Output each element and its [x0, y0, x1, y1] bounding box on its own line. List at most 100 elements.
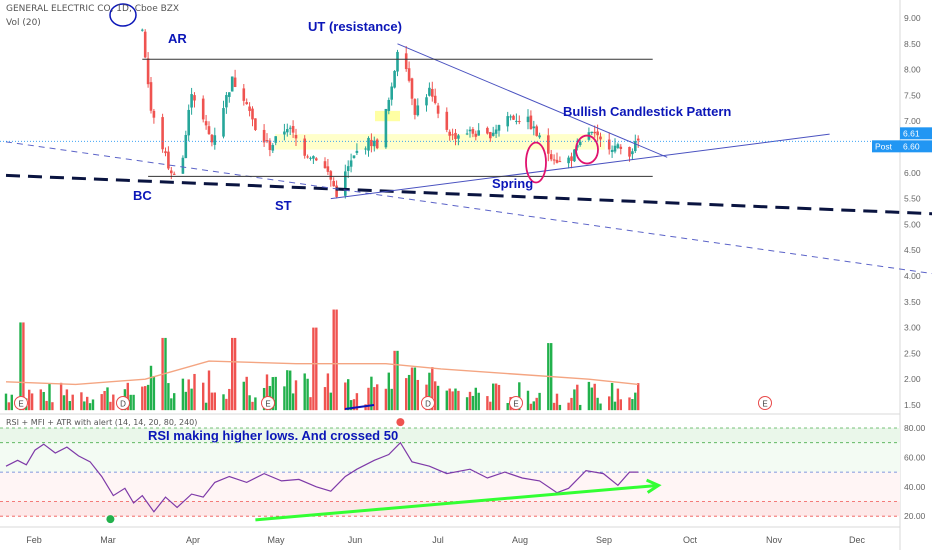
annotation-ar: AR: [168, 31, 187, 46]
candle-body: [193, 95, 196, 101]
candle-body: [413, 99, 417, 115]
candle-body: [616, 144, 620, 148]
highlight-zone: [375, 110, 400, 122]
volume-bar: [416, 379, 419, 411]
rsi-line: [5, 441, 639, 513]
volume-bar: [181, 378, 185, 411]
volume-bar: [245, 376, 248, 411]
volume-bar: [144, 386, 147, 411]
candle-body: [506, 116, 509, 127]
rsi-marker: [396, 418, 405, 427]
candle-body: [593, 131, 596, 134]
volume-bar: [184, 391, 187, 411]
candle-body: [210, 134, 214, 143]
candle-body: [352, 155, 356, 158]
price-tick-label: 7.50: [904, 90, 921, 100]
volume-bar: [596, 397, 599, 411]
volume-bar: [306, 378, 309, 411]
month-tick-label: Oct: [683, 535, 698, 545]
volume-bar: [352, 399, 356, 411]
volume-bar: [628, 397, 631, 411]
volume-bar: [477, 392, 480, 411]
month-tick-label: Apr: [186, 535, 200, 545]
candle-body: [187, 109, 190, 136]
volume-bar: [494, 383, 498, 411]
volume-bar: [428, 372, 431, 411]
volume-bar: [202, 382, 205, 411]
candle-body: [576, 144, 579, 148]
volume-bar: [48, 383, 51, 411]
candle-body: [619, 146, 623, 149]
volume-bar: [407, 374, 411, 411]
rsi-tick-label: 20.00: [904, 511, 926, 521]
candle-body: [610, 149, 614, 152]
rsi-band-background: [0, 427, 900, 517]
volume-bar: [637, 383, 640, 411]
candle-body: [370, 139, 373, 147]
volume-bar: [610, 382, 614, 411]
volume-bar: [210, 392, 214, 411]
volume-bar: [364, 404, 367, 411]
volume-bar: [30, 393, 34, 411]
candle-body: [512, 115, 515, 120]
candle-body: [303, 138, 306, 156]
candle-body: [474, 133, 478, 137]
trendline: [5, 141, 932, 275]
volume-bar: [303, 373, 306, 411]
candle-body: [283, 131, 286, 135]
volume-bar: [254, 397, 257, 411]
candle-body: [364, 148, 367, 150]
candle-body: [251, 108, 254, 120]
rsi-oversold-zone: [0, 501, 900, 517]
candle-body: [222, 108, 225, 137]
volume-bar: [109, 401, 112, 411]
price-tick-label: 8.50: [904, 39, 921, 49]
volume-bar: [86, 396, 89, 411]
candle-body: [465, 133, 469, 135]
event-marker-label: D: [425, 400, 431, 409]
rsi-tick-label: 80.00: [904, 423, 926, 433]
candle-body: [254, 118, 257, 130]
volume-bar: [213, 392, 216, 411]
candle-body: [634, 141, 637, 152]
volume-bar: [187, 379, 190, 411]
volume-bar: [329, 392, 332, 411]
month-tick-label: Jul: [432, 535, 444, 545]
month-tick-label: Jun: [348, 535, 363, 545]
candle-body: [636, 138, 640, 141]
volume-bar: [207, 370, 211, 411]
volume-arrow: [344, 404, 375, 410]
volume-bar: [631, 399, 634, 411]
volume-bar: [71, 394, 74, 411]
volume-bar: [271, 377, 274, 411]
volume-bar: [608, 396, 611, 411]
volume-bar: [393, 350, 396, 411]
volume-bar: [552, 402, 556, 411]
volume-bar: [570, 397, 573, 411]
event-marker: [421, 396, 435, 410]
trendline: [397, 43, 668, 158]
candle-body: [631, 151, 634, 155]
candle-body: [410, 78, 414, 99]
volume-bar: [396, 350, 399, 411]
event-marker-label: D: [120, 400, 126, 409]
candle-body: [494, 129, 498, 134]
price-tick-label: 7.00: [904, 116, 921, 126]
volume-bar: [373, 387, 376, 411]
candle-body: [489, 132, 492, 139]
candle-body: [448, 131, 451, 136]
month-tick-label: Sep: [596, 535, 612, 545]
candle-body: [245, 102, 248, 105]
post-price-label: 6.60: [903, 141, 920, 151]
volume-bar: [4, 393, 8, 411]
candle-body: [387, 99, 391, 111]
candle-body: [329, 171, 333, 180]
volume-bar: [141, 386, 144, 411]
candle-body: [184, 134, 188, 159]
candle-body: [213, 135, 217, 145]
annotation-rsi: RSI making higher lows. And crossed 50: [148, 428, 398, 443]
volume-bar: [62, 395, 66, 411]
price-tick-label: 3.00: [904, 323, 921, 333]
volume-bar: [248, 395, 251, 411]
